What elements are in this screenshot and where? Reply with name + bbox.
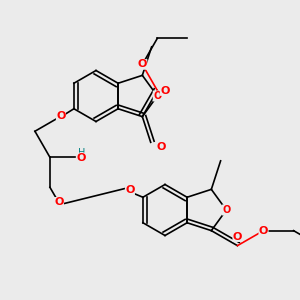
- Text: O: O: [125, 185, 135, 195]
- Text: O: O: [56, 111, 66, 121]
- Text: O: O: [222, 205, 230, 215]
- Text: O: O: [54, 197, 64, 207]
- Text: O: O: [157, 142, 166, 152]
- Text: O: O: [259, 226, 268, 236]
- Text: O: O: [160, 85, 170, 95]
- Text: O: O: [77, 153, 86, 163]
- Text: O: O: [153, 91, 161, 101]
- Text: O: O: [233, 232, 242, 242]
- Text: H: H: [78, 148, 85, 158]
- Text: O: O: [138, 59, 147, 69]
